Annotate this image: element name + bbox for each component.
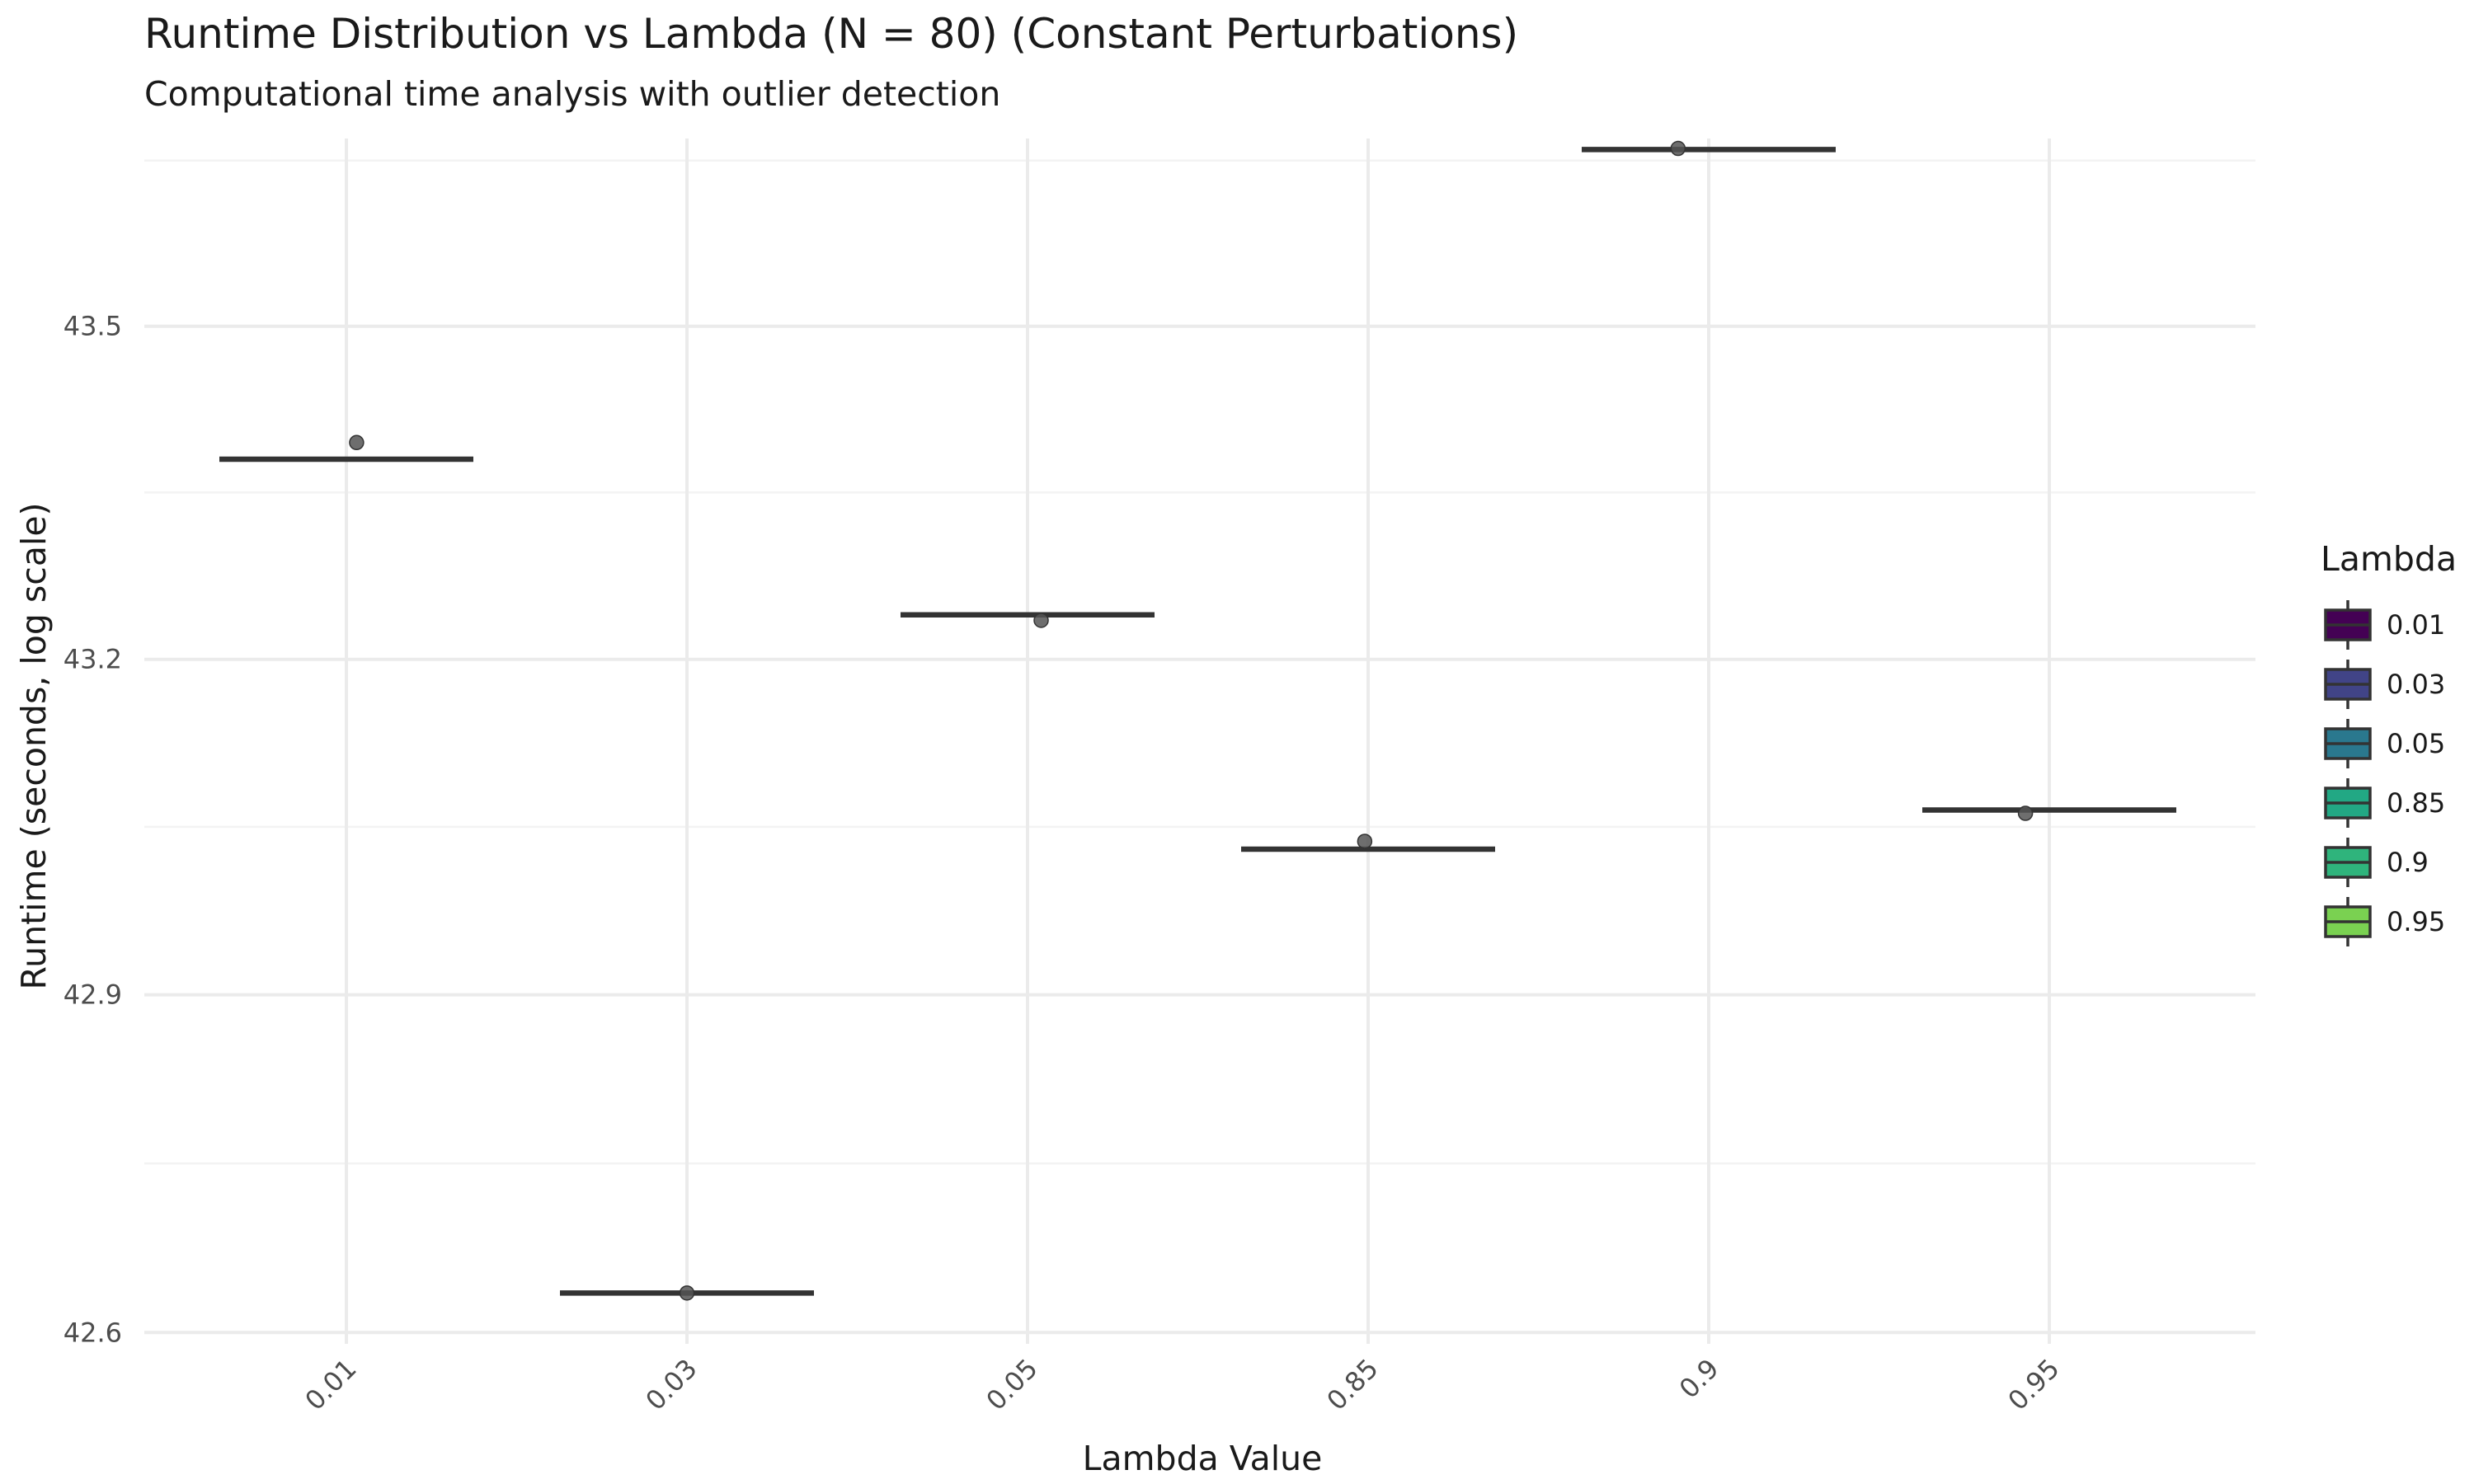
legend: Lambda 0.01 0.03 0.05 0.85 0.9 0.95 [2321,539,2457,946]
data-point [1670,140,1686,157]
legend-item: 0.9 [2324,838,2429,887]
y-tick-label: 42.6 [63,1317,122,1348]
x-tick-label: 0.03 [639,1353,703,1416]
legend-item: 0.85 [2324,778,2445,828]
y-tick-label: 42.9 [63,979,122,1011]
legend-label: 0.05 [2387,728,2445,759]
legend-item: 0.95 [2324,897,2445,946]
y-tick-label: 43.5 [63,311,122,342]
legend-label: 0.03 [2387,669,2445,700]
data-point [679,1285,695,1301]
y-tick-labels: 42.6 42.9 43.2 43.5 [63,311,122,1349]
x-tick-label: 0.95 [2001,1353,2065,1416]
legend-item: 0.01 [2324,600,2445,650]
data-points [349,140,2034,1301]
legend-label: 0.85 [2387,787,2445,819]
legend-label: 0.01 [2387,609,2445,641]
median-lines [219,147,2176,1296]
data-point [2017,805,2034,821]
grid-minor [144,159,2255,1165]
data-point [1033,613,1049,628]
x-axis-title: Lambda Value [1083,1439,1323,1478]
data-point [1357,834,1373,849]
legend-title: Lambda [2321,539,2457,579]
chart-title: Runtime Distribution vs Lambda (N = 80) … [144,10,1518,58]
y-axis-title: Runtime (seconds, log scale) [14,502,54,989]
legend-item: 0.05 [2324,719,2445,768]
x-tick-label: 0.85 [1320,1353,1384,1416]
y-tick-label: 43.2 [63,644,122,675]
legend-label: 0.95 [2387,906,2445,937]
data-point [349,434,365,451]
x-tick-label: 0.01 [299,1353,362,1416]
x-tick-labels: 0.01 0.03 0.05 0.85 0.9 0.95 [299,1353,2065,1416]
legend-items: 0.01 0.03 0.05 0.85 0.9 0.95 [2324,600,2445,946]
grid-major [144,139,2255,1344]
x-tick-label: 0.9 [1673,1353,1725,1405]
chart-subtitle: Computational time analysis with outlier… [144,74,1000,114]
legend-label: 0.9 [2387,847,2429,878]
x-tick-label: 0.05 [980,1353,1043,1416]
legend-item: 0.03 [2324,660,2445,709]
